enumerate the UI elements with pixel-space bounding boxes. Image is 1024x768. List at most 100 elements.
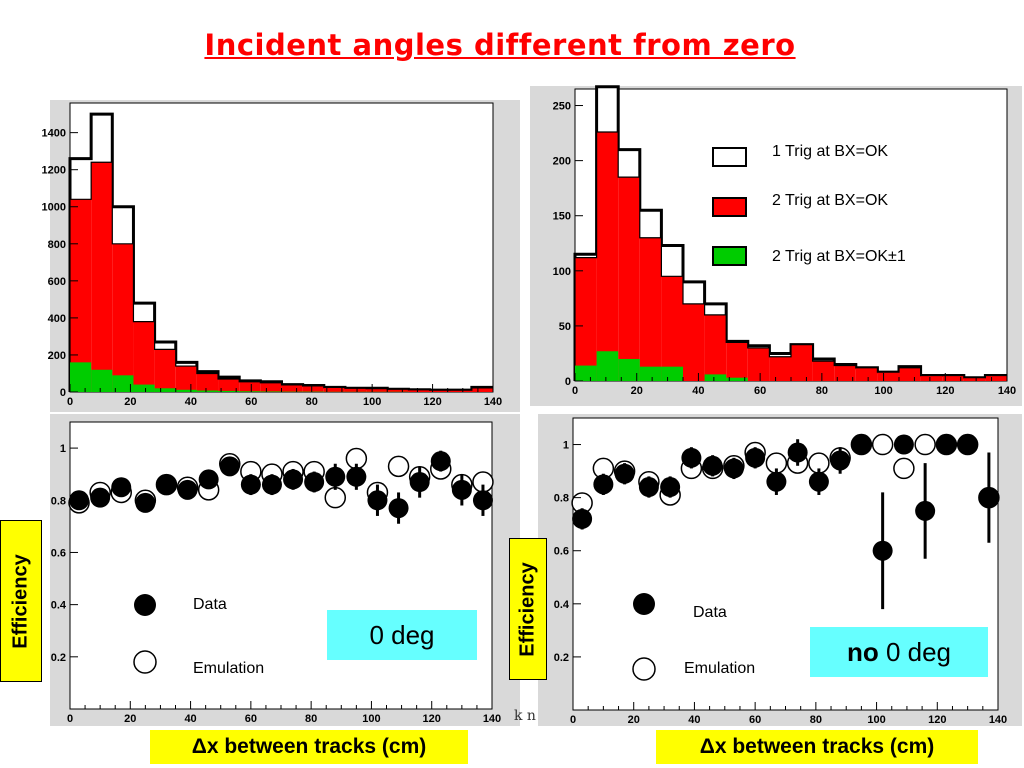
hist-right-bar-2trig-pm1 bbox=[639, 366, 662, 381]
eff-right-emulation-point bbox=[871, 433, 894, 456]
hist-left-bar-2trig bbox=[91, 162, 113, 392]
stray-text: k n bbox=[514, 708, 536, 724]
eff-panel-left: 0 20 40 60 80 100 120 140 0.2 0.4 0.6 0.8 1 bbox=[50, 414, 520, 726]
hist-left-ytick-label: 1200 bbox=[42, 165, 66, 177]
hist-plot-left: 0 20 40 60 80 100 120 1400200400600800100012001… bbox=[42, 102, 502, 408]
legend-label-2trig: 2 Trig at BX=OK bbox=[772, 192, 889, 209]
legend-emulation-marker-right bbox=[632, 657, 656, 681]
eff-left-xtick-label: 20 bbox=[124, 713, 136, 725]
eff-left-data-point bbox=[69, 490, 90, 511]
legend-data-marker-right bbox=[633, 593, 655, 615]
hist-left-bar-2trig bbox=[154, 349, 176, 392]
eff-right-data-point bbox=[978, 487, 999, 508]
hist-left-bar-2trig bbox=[281, 384, 303, 392]
eff-right-xtick-label: 0 bbox=[570, 714, 576, 726]
hist-right-bar-2trig bbox=[683, 303, 705, 381]
eff-plot-right: 0 20 40 60 80 100 120 140 0.2 0.4 0.6 0.8 1 bbox=[554, 417, 1007, 726]
eff-left-xtick-label: 140 bbox=[483, 713, 501, 725]
ylabel-box-right: Efficiency bbox=[509, 538, 547, 680]
eff-left-data-point bbox=[90, 487, 111, 508]
eff-right-xtick-label: 40 bbox=[688, 714, 700, 726]
eff-right-xtick-label: 20 bbox=[628, 714, 640, 726]
hist-left-ytick-label: 800 bbox=[48, 239, 66, 251]
hist-plot-right: 0 20 40 60 80 100 120 140 0 50 100 150 200 250 bbox=[553, 85, 1016, 397]
eff-left-data-point bbox=[430, 451, 451, 472]
hist-right-ytick-label: 0 bbox=[565, 376, 571, 388]
hist-right-bar-2trig-pm1 bbox=[575, 365, 597, 381]
hist-left-bar-2trig-pm1 bbox=[196, 390, 219, 392]
eff-right-data-point bbox=[808, 471, 829, 492]
hist-left-bar-2trig bbox=[323, 387, 345, 392]
legend-swatch-2trig-pm1 bbox=[712, 246, 747, 266]
ylabel-left: Efficiency bbox=[9, 553, 32, 649]
hist-right-xtick-label: 40 bbox=[692, 385, 704, 397]
deg-label-right-bold: no bbox=[846, 636, 879, 667]
hist-left-bar-2trig bbox=[429, 390, 451, 392]
xlabel-box-right: Δx between tracks (cm) bbox=[656, 730, 978, 764]
eff-left-xtick-label: 100 bbox=[362, 713, 380, 725]
eff-right-xtick-label: 60 bbox=[749, 714, 761, 726]
hist-left-xtick-label: 20 bbox=[124, 396, 136, 408]
hist-left-bar-2trig bbox=[70, 199, 92, 392]
hist-left-bar-2trig bbox=[196, 373, 219, 392]
eff-left-data-point bbox=[261, 474, 282, 495]
eff-left-ytick-label: 1 bbox=[60, 443, 66, 455]
eff-left-data-point bbox=[177, 479, 198, 500]
hist-right-bar-2trig bbox=[661, 276, 683, 381]
hist-left-bar-2trig bbox=[260, 382, 282, 392]
hist-right-bar-2trig bbox=[899, 367, 921, 381]
eff-right-data-point bbox=[702, 455, 723, 476]
slide-title: Incident angles different from zero bbox=[204, 28, 796, 62]
hist-left-bar-2trig-pm1 bbox=[91, 369, 113, 392]
hist-left-bar-2trig-pm1 bbox=[133, 384, 155, 392]
eff-left-data-point bbox=[388, 498, 409, 519]
hist-right-bar-2trig bbox=[963, 377, 986, 381]
hist-right-xtick-label: 140 bbox=[998, 385, 1016, 397]
hist-right-ytick-label: 250 bbox=[553, 101, 571, 113]
eff-right-data-point bbox=[851, 434, 872, 455]
hist-right-bar-2trig bbox=[704, 314, 727, 381]
deg-label-left: 0 deg bbox=[369, 619, 435, 650]
eff-left-data-point bbox=[219, 456, 240, 477]
hist-right-xtick-label: 80 bbox=[816, 385, 828, 397]
hist-panel-left: 0 20 40 60 80 100 120 140 0 200 400 600 800 1000 1200 1… bbox=[42, 100, 520, 412]
hist-left-xtick-label: 60 bbox=[245, 396, 257, 408]
eff-right-xtick-label: 100 bbox=[867, 714, 885, 726]
eff-right-data-point bbox=[593, 474, 614, 495]
hist-left-xtick-label: 100 bbox=[363, 396, 381, 408]
hist-left-ytick-label: 400 bbox=[48, 313, 66, 325]
eff-left-data-point bbox=[409, 472, 430, 493]
hist-right-ytick-label: 50 bbox=[559, 321, 571, 333]
ylabel-box-left: Efficiency bbox=[0, 520, 42, 682]
eff-left-xtick-label: 40 bbox=[184, 713, 196, 725]
hist-right-bar-2trig bbox=[618, 177, 640, 381]
eff-left-data-point bbox=[304, 472, 325, 493]
eff-right-xtick-label: 140 bbox=[989, 714, 1007, 726]
legend-emulation-label-right: Emulation bbox=[684, 660, 756, 677]
hist-left-bar-2trig bbox=[239, 381, 261, 392]
eff-right-ytick-label: 0.8 bbox=[554, 493, 569, 505]
eff-right-xtick-label: 120 bbox=[928, 714, 946, 726]
eff-left-emulation-point bbox=[387, 455, 410, 478]
hist-left-bar-2trig bbox=[450, 390, 472, 392]
deg-box-right: no 0 deg bbox=[810, 627, 988, 677]
eff-left-data-point bbox=[156, 474, 177, 495]
hist-left-bar-2trig bbox=[218, 379, 240, 392]
eff-right-data-point bbox=[893, 434, 914, 455]
hist-right-ytick-label: 150 bbox=[553, 211, 571, 223]
hist-panel-right: 0 20 40 60 80 100 120 140 0 50 100 150 200 250 bbox=[530, 85, 1022, 406]
hist-right-bar-2trig bbox=[942, 375, 964, 381]
eff-right-emulation-point bbox=[893, 457, 915, 480]
hist-right-bar-2trig-pm1 bbox=[618, 358, 640, 381]
hist-right-bar-2trig bbox=[920, 375, 943, 381]
hist-left-bar-2trig bbox=[344, 388, 367, 392]
hist-left-bar-2trig-pm1 bbox=[154, 388, 176, 392]
eff-plot-left: 0 20 40 60 80 100 120 140 0.2 0.4 0.6 0.8 1 bbox=[51, 421, 501, 725]
xlabel-box-left: Δx between tracks (cm) bbox=[150, 730, 468, 764]
hist-right-xtick-label: 100 bbox=[874, 385, 892, 397]
eff-left-data-point bbox=[451, 479, 472, 500]
hist-left-bar-2trig-pm1 bbox=[239, 391, 261, 392]
eff-left-data-point bbox=[198, 469, 219, 490]
eff-right-ytick-label: 1 bbox=[563, 440, 569, 452]
eff-right-data-point bbox=[830, 450, 851, 471]
